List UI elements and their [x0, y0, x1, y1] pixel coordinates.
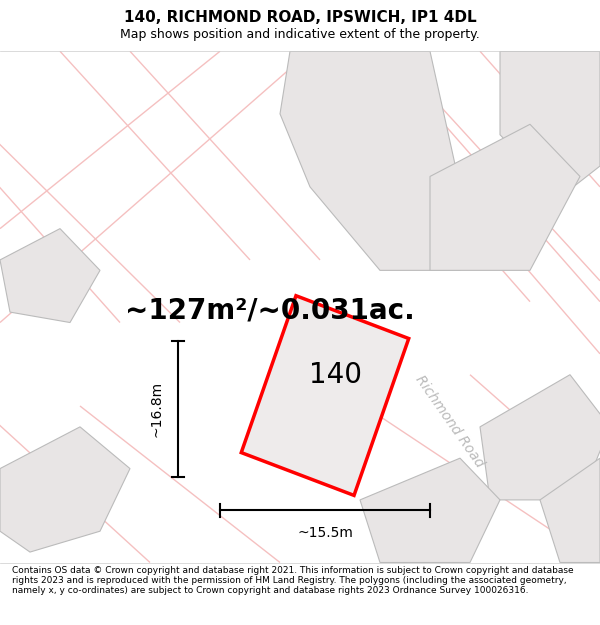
- Polygon shape: [540, 458, 600, 562]
- Polygon shape: [480, 375, 600, 500]
- Polygon shape: [500, 51, 600, 198]
- Polygon shape: [430, 124, 580, 271]
- Text: Contains OS data © Crown copyright and database right 2021. This information is : Contains OS data © Crown copyright and d…: [12, 566, 574, 596]
- Polygon shape: [0, 229, 100, 322]
- Text: 140, RICHMOND ROAD, IPSWICH, IP1 4DL: 140, RICHMOND ROAD, IPSWICH, IP1 4DL: [124, 10, 476, 25]
- Polygon shape: [360, 458, 500, 562]
- Text: Map shows position and indicative extent of the property.: Map shows position and indicative extent…: [120, 28, 480, 41]
- Text: ~15.5m: ~15.5m: [297, 526, 353, 540]
- Text: ~16.8m: ~16.8m: [149, 381, 163, 438]
- Text: ~127m²/~0.031ac.: ~127m²/~0.031ac.: [125, 296, 415, 324]
- Polygon shape: [280, 51, 460, 271]
- Polygon shape: [0, 427, 130, 552]
- Text: 140: 140: [308, 361, 361, 389]
- Polygon shape: [241, 296, 409, 496]
- Text: Richmond Road: Richmond Road: [413, 373, 487, 471]
